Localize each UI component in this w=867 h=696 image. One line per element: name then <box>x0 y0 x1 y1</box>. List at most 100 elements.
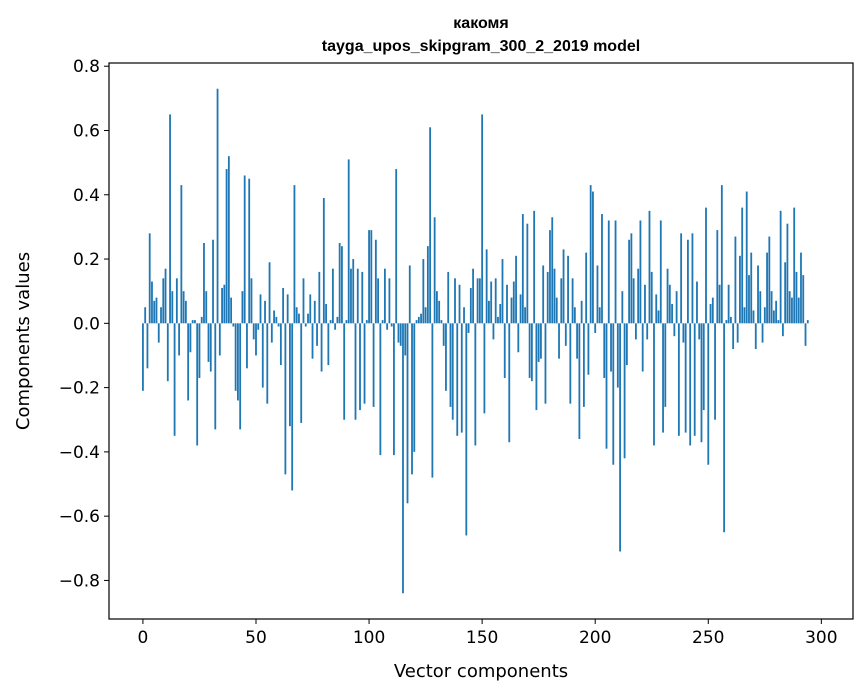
bar <box>469 287 472 324</box>
bar <box>639 220 642 324</box>
bar <box>146 323 149 369</box>
x-tick-label: 150 <box>466 628 498 648</box>
bar <box>180 185 183 324</box>
bar <box>628 239 631 324</box>
bar <box>736 323 739 343</box>
bar <box>696 281 698 324</box>
bar <box>343 323 346 420</box>
bar <box>298 313 300 324</box>
bar <box>289 323 291 427</box>
bar <box>775 300 778 324</box>
bar <box>273 310 275 324</box>
bar <box>732 323 735 350</box>
y-axis-label: Components values <box>13 252 34 430</box>
bar <box>781 323 784 337</box>
bar <box>506 284 508 324</box>
bar <box>200 316 203 324</box>
bar <box>711 297 714 324</box>
bar <box>655 294 658 324</box>
bar <box>666 268 669 324</box>
bar <box>644 284 646 324</box>
bar <box>374 239 377 324</box>
bar <box>160 307 162 324</box>
bar <box>748 275 750 324</box>
bar <box>530 323 533 382</box>
bar <box>777 320 780 324</box>
bar <box>268 262 271 324</box>
bar <box>772 310 775 324</box>
bar <box>472 268 474 324</box>
bar <box>456 323 459 436</box>
bar <box>485 249 488 324</box>
bar <box>449 323 452 407</box>
x-tick-label: 50 <box>245 628 267 648</box>
bar <box>680 233 683 324</box>
bar <box>142 323 144 391</box>
bar <box>585 252 588 324</box>
bar <box>203 242 205 324</box>
x-tick-label: 100 <box>353 628 385 648</box>
bar <box>725 320 728 324</box>
bar <box>316 323 318 346</box>
bar <box>483 323 486 414</box>
bar <box>415 320 418 324</box>
bar <box>759 291 762 324</box>
bar <box>266 323 269 404</box>
bar <box>723 323 726 533</box>
bar <box>352 259 355 324</box>
bar <box>252 323 255 340</box>
bar <box>336 316 339 324</box>
bar <box>555 297 558 324</box>
bar <box>347 159 350 324</box>
bar <box>277 323 280 327</box>
bar <box>153 300 156 324</box>
bar <box>440 320 443 324</box>
bar <box>612 323 615 465</box>
bar <box>241 291 244 324</box>
bar <box>687 239 689 324</box>
bar <box>463 307 465 324</box>
bar <box>327 323 330 366</box>
bar <box>718 284 721 324</box>
bar <box>171 291 174 324</box>
bar <box>558 323 560 359</box>
bar <box>465 323 468 536</box>
bar <box>354 323 357 420</box>
y-tick-label: −0.6 <box>59 507 100 527</box>
bar <box>705 207 707 324</box>
bar <box>684 323 687 433</box>
bar <box>607 220 610 324</box>
bar <box>757 265 759 324</box>
bar <box>246 323 248 369</box>
bar <box>431 323 434 478</box>
bar <box>492 323 495 340</box>
bar <box>338 242 341 324</box>
bar <box>743 307 746 324</box>
bar <box>386 323 389 330</box>
bar <box>637 268 640 324</box>
bar <box>540 323 542 359</box>
bar <box>406 323 409 504</box>
bar <box>501 259 504 324</box>
bar <box>275 316 278 324</box>
bar <box>542 265 545 324</box>
bar <box>526 223 529 324</box>
bar <box>169 114 171 324</box>
bar <box>460 323 463 433</box>
bar <box>673 323 676 337</box>
bar <box>187 323 190 401</box>
bar <box>175 278 178 324</box>
bar <box>191 320 194 324</box>
bar <box>623 323 626 459</box>
bar <box>700 323 703 443</box>
bar <box>372 323 375 407</box>
bar <box>144 307 147 324</box>
bar <box>741 207 744 324</box>
bar <box>293 185 296 324</box>
bar <box>497 316 499 324</box>
bar <box>155 297 158 324</box>
bar <box>420 313 422 324</box>
bar <box>503 323 506 378</box>
bar <box>383 268 386 324</box>
bar <box>635 323 637 340</box>
